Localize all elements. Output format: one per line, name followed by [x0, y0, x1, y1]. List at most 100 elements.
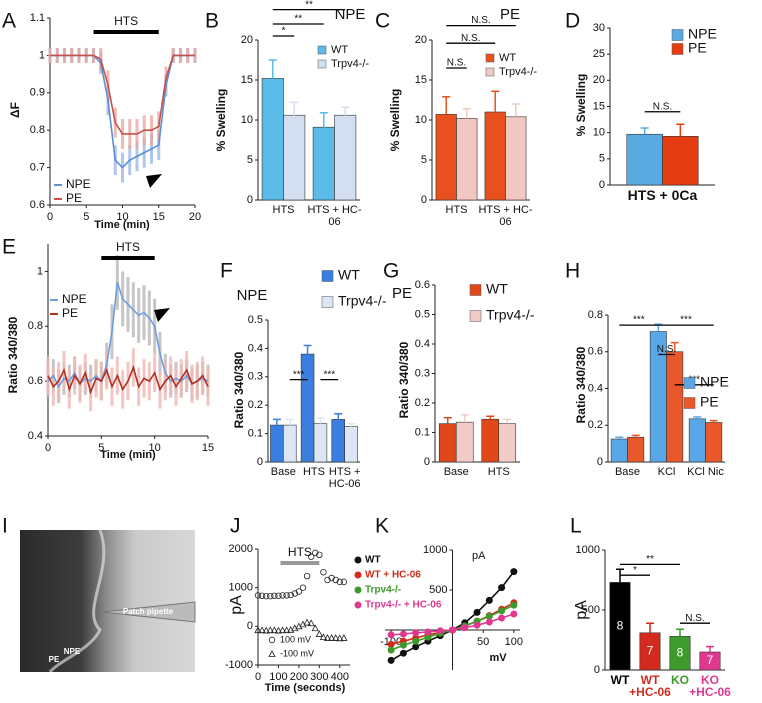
legend-label: NPE [66, 177, 91, 191]
data-point [332, 634, 340, 641]
category-label: HTS [272, 204, 295, 216]
data-point [270, 626, 279, 634]
legend-marker [354, 586, 362, 594]
pipette [101, 601, 196, 623]
x-tick-label: 200 [290, 671, 308, 683]
panel-letter: G [383, 260, 399, 283]
x-tick-label: 100 [269, 671, 287, 683]
y-tick-label: 10 [415, 114, 427, 126]
data-point [485, 596, 493, 604]
legend-swatch [469, 284, 482, 296]
bar [455, 421, 474, 463]
category-label: KCl Nic [687, 466, 724, 478]
panel-letter: I [2, 515, 8, 538]
significance-label: *** [293, 369, 305, 380]
bar [283, 424, 297, 463]
y-tick-label: 20 [593, 74, 605, 86]
y-tick-label: 0.2 [248, 399, 263, 411]
error-bar [693, 416, 702, 419]
y-tick-label: 500 [582, 604, 600, 616]
data-point [268, 636, 276, 644]
data-point [327, 634, 336, 641]
data-point [311, 624, 319, 632]
data-point [449, 626, 456, 634]
legend-swatch [321, 296, 334, 308]
y-tick-label: 0 [247, 194, 253, 206]
n-label: 7 [647, 644, 654, 658]
data-point [387, 631, 395, 639]
data-point [485, 612, 493, 620]
y-tick-label: 0.8 [28, 320, 43, 332]
bar [331, 419, 345, 463]
legend-marker [354, 601, 362, 609]
legend-label: PE [688, 40, 707, 56]
error-bar [511, 103, 520, 117]
data-point [424, 633, 432, 641]
panel-title: NPE [237, 287, 268, 304]
data-point [291, 624, 299, 632]
legend-label: 100 mV [280, 634, 311, 644]
y-tick-label: 25 [593, 48, 605, 60]
error-bar [640, 127, 649, 135]
data-point [399, 641, 407, 649]
y-tick-label: 2000 [229, 543, 253, 555]
n-label: 8 [677, 645, 684, 659]
error-bar [706, 645, 714, 652]
error-bar [486, 415, 495, 420]
category-label: HTS + HC-06 [307, 204, 362, 228]
legend-swatch [683, 377, 696, 389]
y-axis-label: Ratio 340/380 [397, 341, 411, 418]
y-tick-label: 15 [241, 74, 253, 86]
y-tick-label: 0.8 [588, 309, 603, 321]
bar [484, 111, 506, 201]
y-tick-label: 0 [424, 456, 430, 468]
bar [481, 418, 500, 463]
y-axis-label: pA [228, 595, 245, 615]
data-point [498, 614, 506, 622]
data-point [473, 608, 481, 616]
series-line [50, 54, 195, 135]
y-axis-label: % Swelling [214, 89, 228, 152]
data-point [412, 643, 420, 651]
y-tick-label: 20 [241, 34, 253, 46]
x-tick-label: 15 [202, 442, 214, 454]
y-tick-label: 0 [597, 456, 603, 468]
data-point [485, 618, 493, 626]
error-bar [460, 414, 469, 423]
panel-letter: H [565, 260, 580, 283]
error-bar [503, 418, 512, 424]
x-tick-label: 20 [189, 211, 201, 223]
significance-label: ** [646, 554, 654, 565]
data-point [324, 576, 331, 584]
bar [705, 422, 723, 463]
hts-label: HTS [114, 14, 138, 28]
significance-label: * [282, 26, 286, 37]
data-point [295, 588, 303, 595]
x-tick-label: 0 [255, 671, 261, 683]
bar [688, 418, 706, 463]
data-point [268, 650, 276, 657]
legend-swatch [671, 29, 684, 41]
data-point [387, 656, 395, 664]
legend-label: PE [700, 394, 719, 410]
category-label: KO +HC-06 [689, 673, 731, 699]
panel-letter: F [220, 260, 233, 283]
error-bar [615, 436, 624, 440]
bar [344, 426, 358, 463]
error-bar [347, 422, 356, 427]
legend-swatch [683, 397, 696, 409]
data-point [307, 619, 315, 627]
y-tick-label: 15 [415, 74, 427, 86]
error-bar [676, 123, 685, 137]
data-point [387, 646, 395, 654]
legend-label: PE [66, 191, 82, 205]
y-axis-label: pA [573, 600, 590, 620]
legend-label: WT + HC-06 [365, 570, 421, 581]
y-tick-label: 0.7 [30, 162, 45, 174]
data-point [332, 576, 339, 584]
data-point [340, 578, 348, 586]
significance-label: *** [323, 369, 335, 380]
category-label: Base [270, 466, 296, 478]
y-tick-label: 1000 [229, 582, 253, 594]
